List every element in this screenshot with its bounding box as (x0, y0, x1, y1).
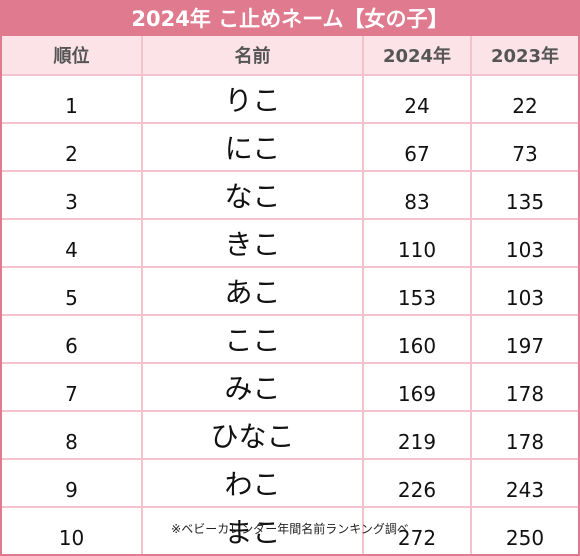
name-cell: ここ (141, 314, 364, 364)
rank-cell: 7 (2, 362, 143, 412)
count-2024-cell: 153 (362, 266, 472, 316)
rank-cell: 3 (2, 170, 143, 220)
table-row: 5 あこ 153 103 (2, 266, 578, 316)
count-2023-cell: 197 (470, 314, 578, 364)
name-cell: なこ (141, 170, 364, 220)
name-cell: あこ (141, 266, 364, 316)
name-cell: きこ (141, 218, 364, 268)
table-row: 2 にこ 67 73 (2, 122, 578, 172)
rank-cell: 8 (2, 410, 143, 460)
count-2023-cell: 178 (470, 362, 578, 412)
header-row: 順位 名前 2024年 2023年 (2, 36, 578, 76)
count-2023-cell: 178 (470, 410, 578, 460)
count-2023-cell: 22 (470, 74, 578, 124)
count-2024-cell: 67 (362, 122, 472, 172)
footnote: ※ベビーカレンダー年間名前ランキング調べ (171, 522, 409, 536)
name-cell: にこ (141, 122, 364, 172)
rank-cell: 5 (2, 266, 143, 316)
count-2023-cell: 73 (470, 122, 578, 172)
rank-cell: 2 (2, 122, 143, 172)
table-row: 9 わこ 226 243 (2, 458, 578, 508)
count-2024-cell: 226 (362, 458, 472, 508)
count-2024-cell: 83 (362, 170, 472, 220)
count-2024-cell: 24 (362, 74, 472, 124)
table-row: 1 りこ 24 22 (2, 74, 578, 124)
column-header: 2023年 (470, 36, 578, 76)
count-2024-cell: 160 (362, 314, 472, 364)
count-2023-cell: 103 (470, 266, 578, 316)
table-body: 1 りこ 24 22 2 にこ 67 73 3 なこ 83 135 4 きこ 110 103 5 あこ 153 103… (2, 74, 578, 554)
table-row: 6 ここ 160 197 (2, 314, 578, 364)
table-row: 3 なこ 83 135 (2, 170, 578, 220)
column-header: 順位 (2, 36, 143, 76)
count-2024-cell: 169 (362, 362, 472, 412)
count-2024-cell: 110 (362, 218, 472, 268)
table-row: 8 ひなこ 219 178 (2, 410, 578, 460)
table-row: 7 みこ 169 178 (2, 362, 578, 412)
count-2024-cell: 219 (362, 410, 472, 460)
column-header: 2024年 (362, 36, 472, 76)
rank-cell: 4 (2, 218, 143, 268)
rank-cell: 6 (2, 314, 143, 364)
rank-cell: 9 (2, 458, 143, 508)
name-cell: みこ (141, 362, 364, 412)
ranking-table: 順位 名前 2024年 2023年 1 りこ 24 22 2 にこ 67 73 3 なこ 83 135 4 きこ… (2, 36, 578, 554)
name-cell: ひなこ (141, 410, 364, 460)
name-cell: わこ (141, 458, 364, 508)
column-header: 名前 (141, 36, 364, 76)
count-2023-cell: 243 (470, 458, 578, 508)
title: 2024年 こ止めネーム【女の子】 (2, 2, 578, 36)
table-row: 4 きこ 110 103 (2, 218, 578, 268)
name-cell: りこ (141, 74, 364, 124)
count-2023-cell: 103 (470, 218, 578, 268)
count-2023-cell: 135 (470, 170, 578, 220)
rank-cell: 1 (2, 74, 143, 124)
